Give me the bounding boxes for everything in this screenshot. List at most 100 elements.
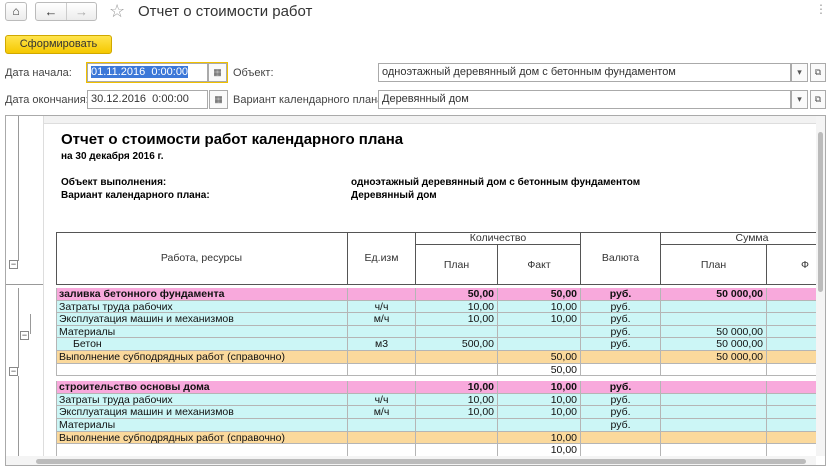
table-cell: Затраты труда рабочих <box>56 393 348 407</box>
vertical-scrollbar[interactable] <box>816 116 825 456</box>
grouping-gutter: − − − <box>6 116 43 456</box>
table-cell <box>348 419 416 432</box>
table-cell: м3 <box>348 338 416 351</box>
table-cell <box>498 419 581 432</box>
table-row <box>56 363 816 377</box>
start-date-input[interactable]: 01.11.2016 0:00:00 <box>87 63 208 82</box>
table-cell <box>661 419 767 432</box>
table-cell: 50,00 <box>498 351 581 364</box>
table-cell <box>416 444 498 456</box>
column-header: Ед.изм <box>348 232 416 285</box>
table-cell <box>348 444 416 456</box>
open-button[interactable]: ⧉ <box>810 90 826 109</box>
table-cell: Материалы <box>56 325 348 339</box>
table-row <box>56 325 816 339</box>
input-value: Деревянный дом <box>382 93 469 105</box>
table-cell <box>767 301 816 314</box>
open-button[interactable]: ⧉ <box>810 63 826 82</box>
group-line <box>6 284 43 285</box>
back-button[interactable]: ← <box>36 3 67 20</box>
generate-button[interactable]: Сформировать <box>5 35 112 54</box>
table-cell: Эксплуатация машин и механизмов <box>56 406 348 419</box>
table-cell: 10,00 <box>498 406 581 419</box>
table-cell: 10,00 <box>416 393 498 407</box>
table-cell <box>416 325 498 339</box>
input-value: одноэтажный деревянный дом с бетонным фу… <box>382 66 676 78</box>
home-button[interactable]: ⌂ <box>5 2 27 21</box>
plan-variant-input[interactable]: Деревянный дом <box>378 90 791 109</box>
scroll-thumb[interactable] <box>36 459 806 464</box>
dropdown-button[interactable]: ▾ <box>791 63 808 82</box>
table-cell <box>416 351 498 364</box>
table-cell <box>56 444 348 456</box>
table-cell <box>661 393 767 407</box>
end-date-input[interactable]: 30.12.2016 0:00:00 <box>87 90 208 109</box>
table-cell <box>348 381 416 394</box>
table-cell <box>581 351 661 364</box>
table-cell <box>767 432 816 445</box>
table-cell <box>767 444 816 456</box>
object-input[interactable]: одноэтажный деревянный дом с бетонным фу… <box>378 63 791 82</box>
window-title: Отчет о стоимости работ <box>138 3 313 20</box>
table-cell <box>56 363 348 377</box>
table-cell <box>581 431 661 445</box>
table-cell <box>767 364 816 377</box>
more-menu[interactable]: ⋮ <box>815 2 827 16</box>
table-cell <box>767 381 816 394</box>
group-line <box>18 288 19 368</box>
group-toggle[interactable]: − <box>9 259 18 269</box>
column-group-header: Сумма <box>661 232 816 245</box>
table-cell <box>348 351 416 364</box>
detail-label: Объект выполнения: <box>61 177 167 188</box>
favorite-star[interactable]: ☆ <box>109 1 126 21</box>
report-table: Работа, ресурсы Ед.изм Количество План Факт В… <box>44 116 816 456</box>
detail-value: Деревянный дом <box>351 190 437 201</box>
field-label: Вариант календарного плана: <box>233 94 387 106</box>
table-cell <box>661 381 767 394</box>
detail-value: одноэтажный деревянный дом с бетонным фу… <box>351 177 641 188</box>
group-line <box>18 376 19 456</box>
table-cell: руб. <box>581 419 661 432</box>
column-header: План <box>661 245 767 285</box>
column-header: Работа, ресурсы <box>56 232 348 285</box>
calendar-button[interactable]: ▦ <box>208 63 227 82</box>
dropdown-button[interactable]: ▾ <box>791 90 808 109</box>
calendar-button[interactable]: ▦ <box>209 90 228 109</box>
table-cell: Выполнение субподрядных работ (справочно… <box>56 351 348 364</box>
table-cell: 10,00 <box>416 300 498 314</box>
ruler <box>44 116 816 124</box>
table-cell <box>767 288 816 301</box>
forward-button[interactable]: → <box>75 4 88 19</box>
table-cell: Материалы <box>56 419 348 432</box>
table-cell: 50 000,00 <box>661 338 767 351</box>
table-cell <box>767 419 816 432</box>
table-cell: руб. <box>581 381 661 394</box>
table-cell: руб. <box>581 300 661 314</box>
table-cell <box>348 288 416 301</box>
table-cell: 50,00 <box>498 363 581 377</box>
column-header: Валюта <box>581 232 661 285</box>
group-toggle[interactable]: − <box>9 366 18 376</box>
column-header: Факт <box>498 245 581 285</box>
table-cell <box>767 313 816 326</box>
table-cell: 10,00 <box>498 431 581 445</box>
table-cell: 50 000,00 <box>661 325 767 339</box>
table-cell: 10,00 <box>416 406 498 419</box>
table-left-border <box>56 232 57 285</box>
group-toggle[interactable]: − <box>20 330 29 340</box>
table-cell: 500,00 <box>416 338 498 351</box>
table-row <box>56 313 816 326</box>
table-row <box>56 431 816 445</box>
scroll-thumb[interactable] <box>818 132 823 292</box>
table-cell: 10,00 <box>498 444 581 456</box>
table-cell: заливка бетонного фундамента <box>56 288 348 301</box>
report-sheet: Отчет о стоимости работ календарного пла… <box>43 116 816 456</box>
table-cell: руб. <box>581 313 661 326</box>
horizontal-scrollbar[interactable] <box>6 456 816 465</box>
table-cell <box>767 406 816 419</box>
table-cell: Выполнение субподрядных работ (справочно… <box>56 431 348 445</box>
table-cell <box>661 313 767 326</box>
input-value: 01.11.2016 0:00:00 <box>91 66 189 78</box>
table-row <box>56 444 816 456</box>
table-row <box>56 338 816 351</box>
